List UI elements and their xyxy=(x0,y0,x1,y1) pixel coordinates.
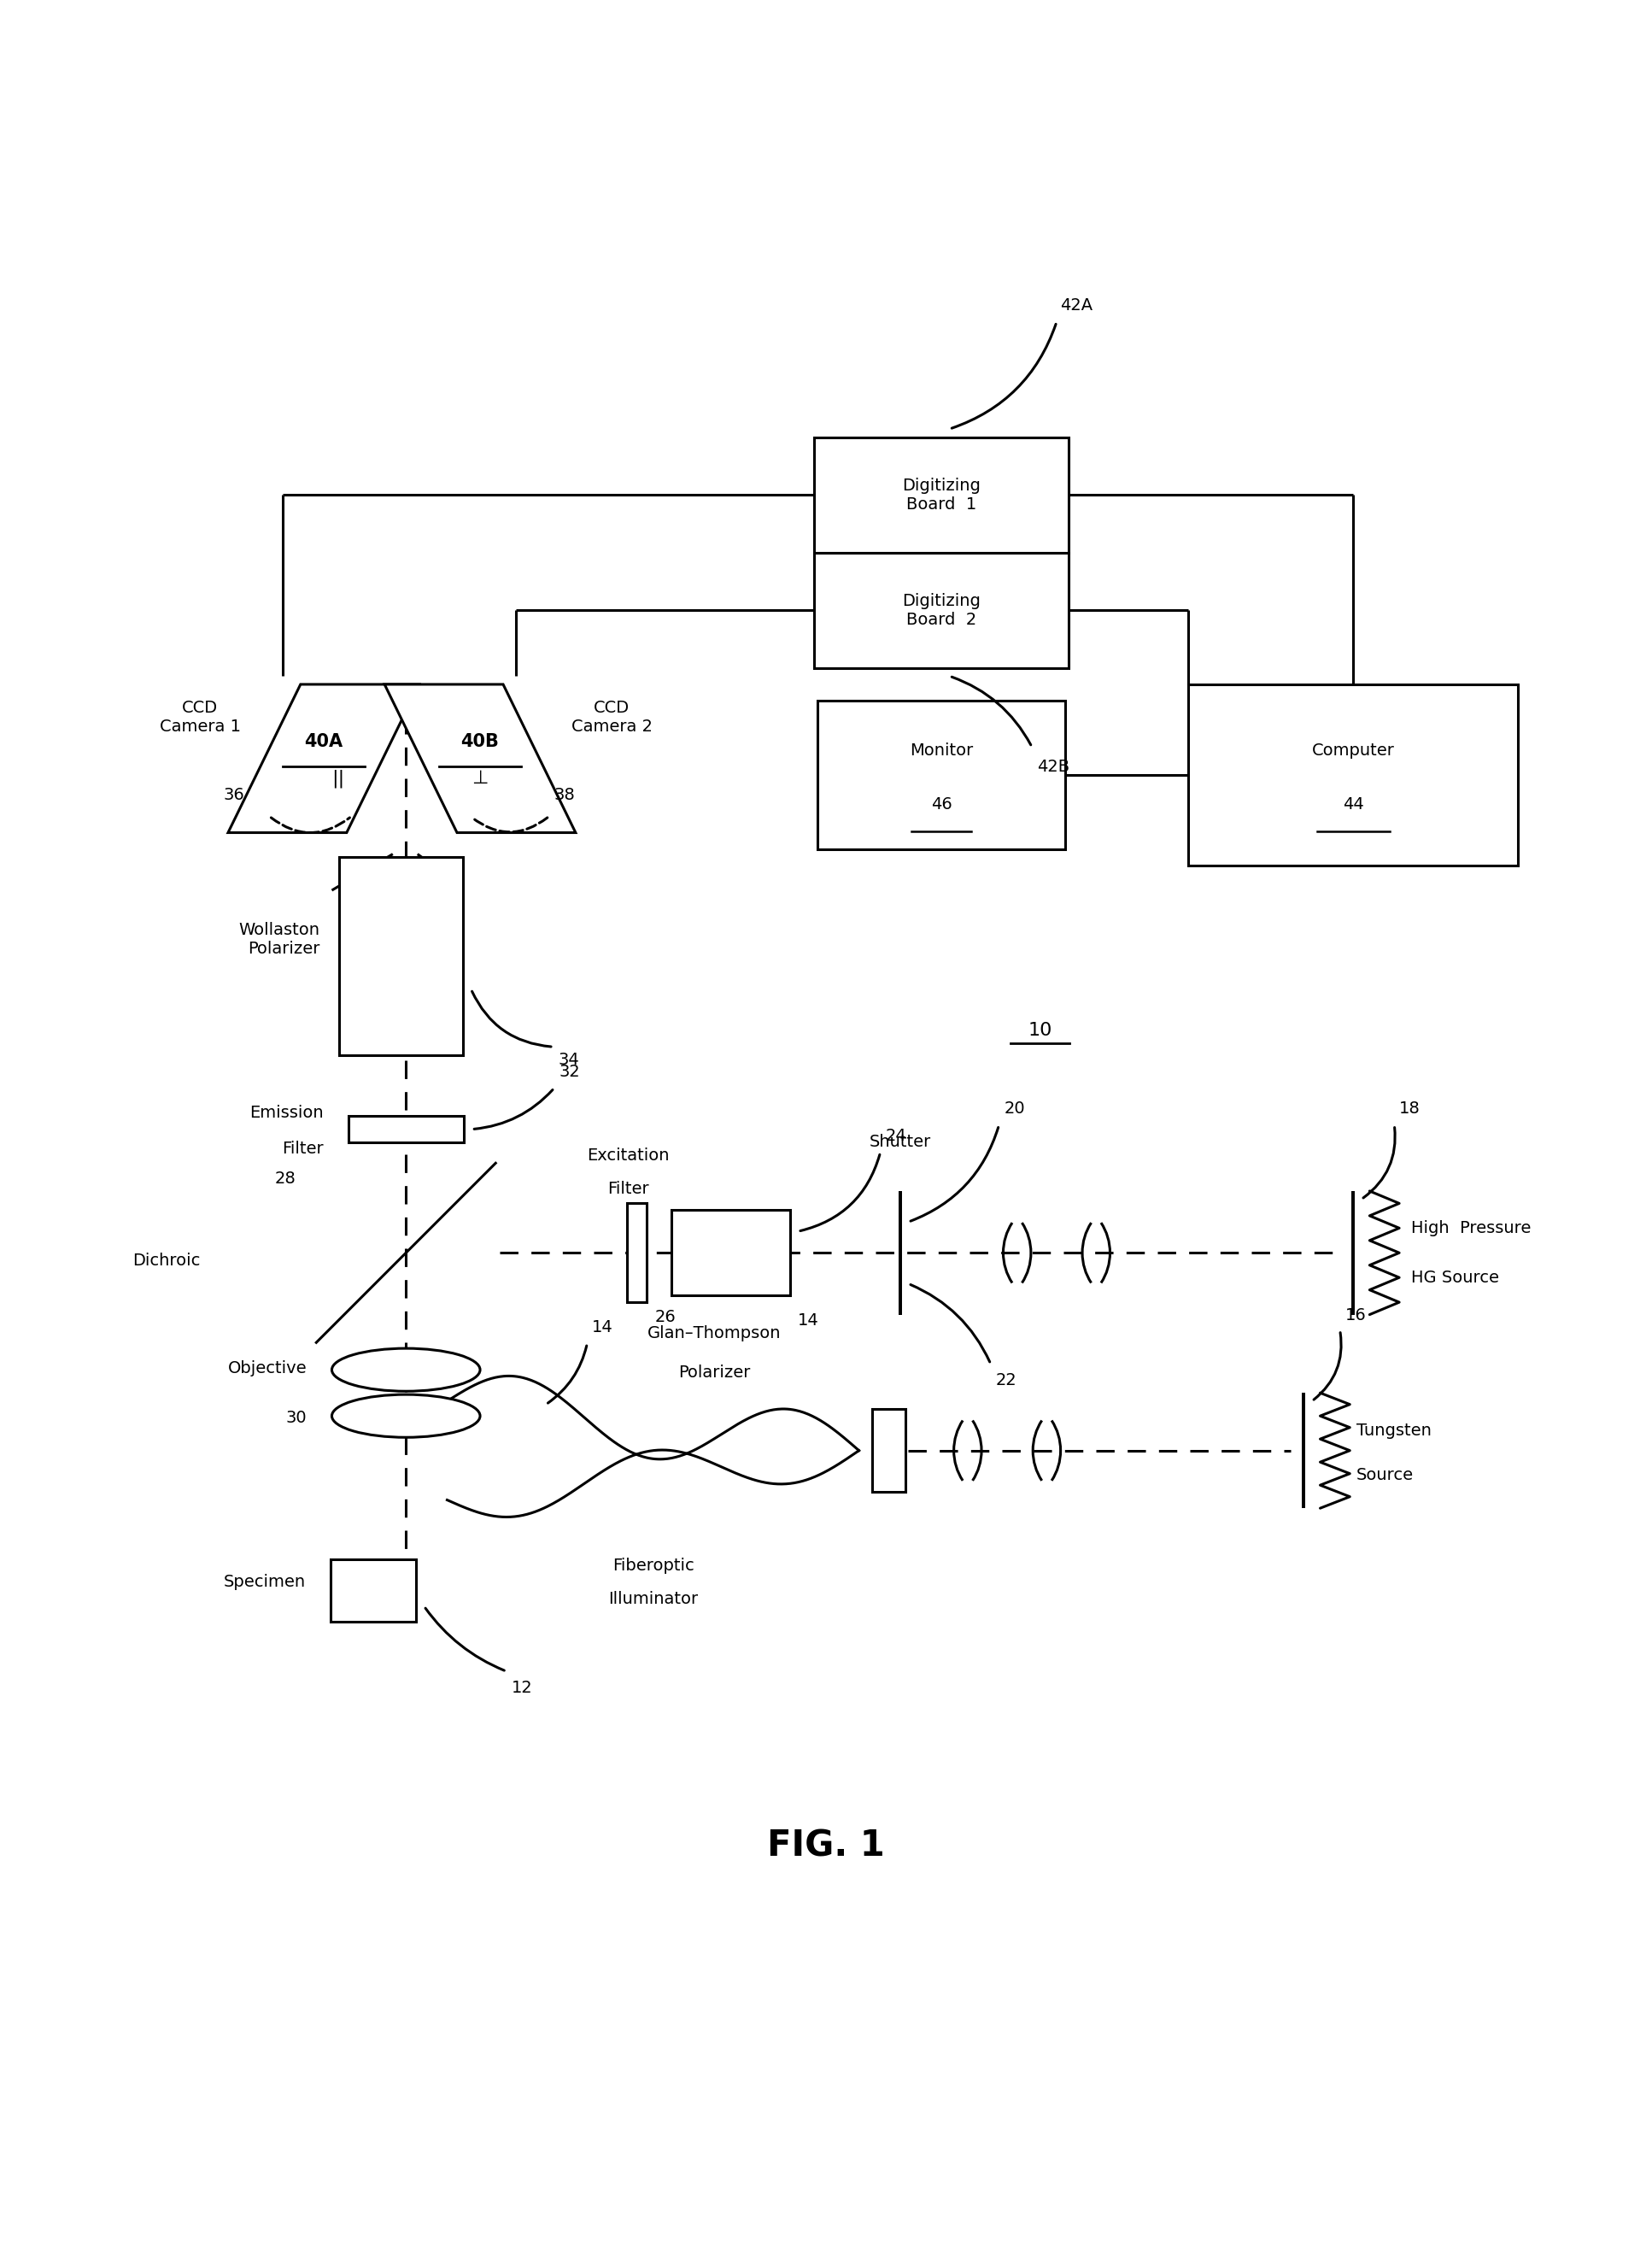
Bar xyxy=(814,437,1069,552)
Bar xyxy=(671,1211,790,1296)
Text: 42A: 42A xyxy=(1061,298,1092,314)
Text: 22: 22 xyxy=(996,1372,1018,1388)
Text: Digitizing
Board  1: Digitizing Board 1 xyxy=(902,478,981,513)
Text: Dichroic: Dichroic xyxy=(132,1253,200,1269)
Text: 10: 10 xyxy=(1028,1022,1052,1038)
Text: 14: 14 xyxy=(591,1318,613,1336)
Bar xyxy=(330,1558,416,1621)
Text: 12: 12 xyxy=(512,1679,532,1695)
Bar xyxy=(814,552,1069,668)
Text: 38: 38 xyxy=(553,787,575,803)
Text: Objective: Objective xyxy=(228,1361,307,1377)
Text: 24: 24 xyxy=(885,1128,907,1143)
Text: 26: 26 xyxy=(654,1309,676,1325)
Text: CCD
Camera 2: CCD Camera 2 xyxy=(572,700,653,735)
Text: HG Source: HG Source xyxy=(1411,1269,1498,1285)
Text: FIG. 1: FIG. 1 xyxy=(767,1827,885,1863)
Polygon shape xyxy=(228,684,420,832)
Text: Polarizer: Polarizer xyxy=(677,1365,750,1381)
Bar xyxy=(872,1410,905,1491)
Text: CCD
Camera 1: CCD Camera 1 xyxy=(160,700,241,735)
Text: Filter: Filter xyxy=(282,1141,324,1157)
Text: 34: 34 xyxy=(558,1051,580,1067)
Text: 16: 16 xyxy=(1345,1307,1366,1323)
Text: 20: 20 xyxy=(1004,1101,1024,1117)
Text: Tungsten: Tungsten xyxy=(1356,1424,1432,1439)
Text: Digitizing
Board  2: Digitizing Board 2 xyxy=(902,592,981,628)
Text: 30: 30 xyxy=(286,1410,307,1426)
Text: Emission: Emission xyxy=(249,1105,324,1121)
Text: 18: 18 xyxy=(1399,1101,1421,1117)
Bar xyxy=(349,1117,464,1143)
Text: 44: 44 xyxy=(1343,796,1363,814)
Text: Filter: Filter xyxy=(608,1182,649,1197)
Bar xyxy=(1188,684,1518,865)
Text: 28: 28 xyxy=(274,1170,296,1186)
Text: ||: || xyxy=(332,769,345,787)
Text: Computer: Computer xyxy=(1312,742,1394,758)
Text: High  Pressure: High Pressure xyxy=(1411,1220,1531,1235)
Text: 14: 14 xyxy=(798,1312,819,1327)
Text: Source: Source xyxy=(1356,1466,1414,1484)
Ellipse shape xyxy=(332,1395,481,1437)
Bar xyxy=(626,1204,646,1303)
Text: Excitation: Excitation xyxy=(586,1148,669,1164)
Text: Specimen: Specimen xyxy=(223,1574,306,1590)
Text: Monitor: Monitor xyxy=(910,742,973,758)
Text: Illuminator: Illuminator xyxy=(608,1590,697,1608)
Text: Wollaston
Polarizer: Wollaston Polarizer xyxy=(238,921,319,957)
Text: Glan–Thompson: Glan–Thompson xyxy=(648,1325,781,1341)
Text: 46: 46 xyxy=(930,796,952,814)
Text: 36: 36 xyxy=(223,787,244,803)
Ellipse shape xyxy=(332,1347,481,1392)
Text: 32: 32 xyxy=(558,1063,580,1081)
Text: Shutter: Shutter xyxy=(869,1134,932,1150)
Text: ⊥: ⊥ xyxy=(472,769,489,787)
Text: 40A: 40A xyxy=(304,733,344,751)
Bar xyxy=(818,702,1066,850)
Text: 42B: 42B xyxy=(1037,758,1069,776)
Polygon shape xyxy=(385,684,575,832)
Bar xyxy=(339,856,463,1056)
Text: 40B: 40B xyxy=(461,733,499,751)
Text: Fiberoptic: Fiberoptic xyxy=(613,1558,694,1574)
